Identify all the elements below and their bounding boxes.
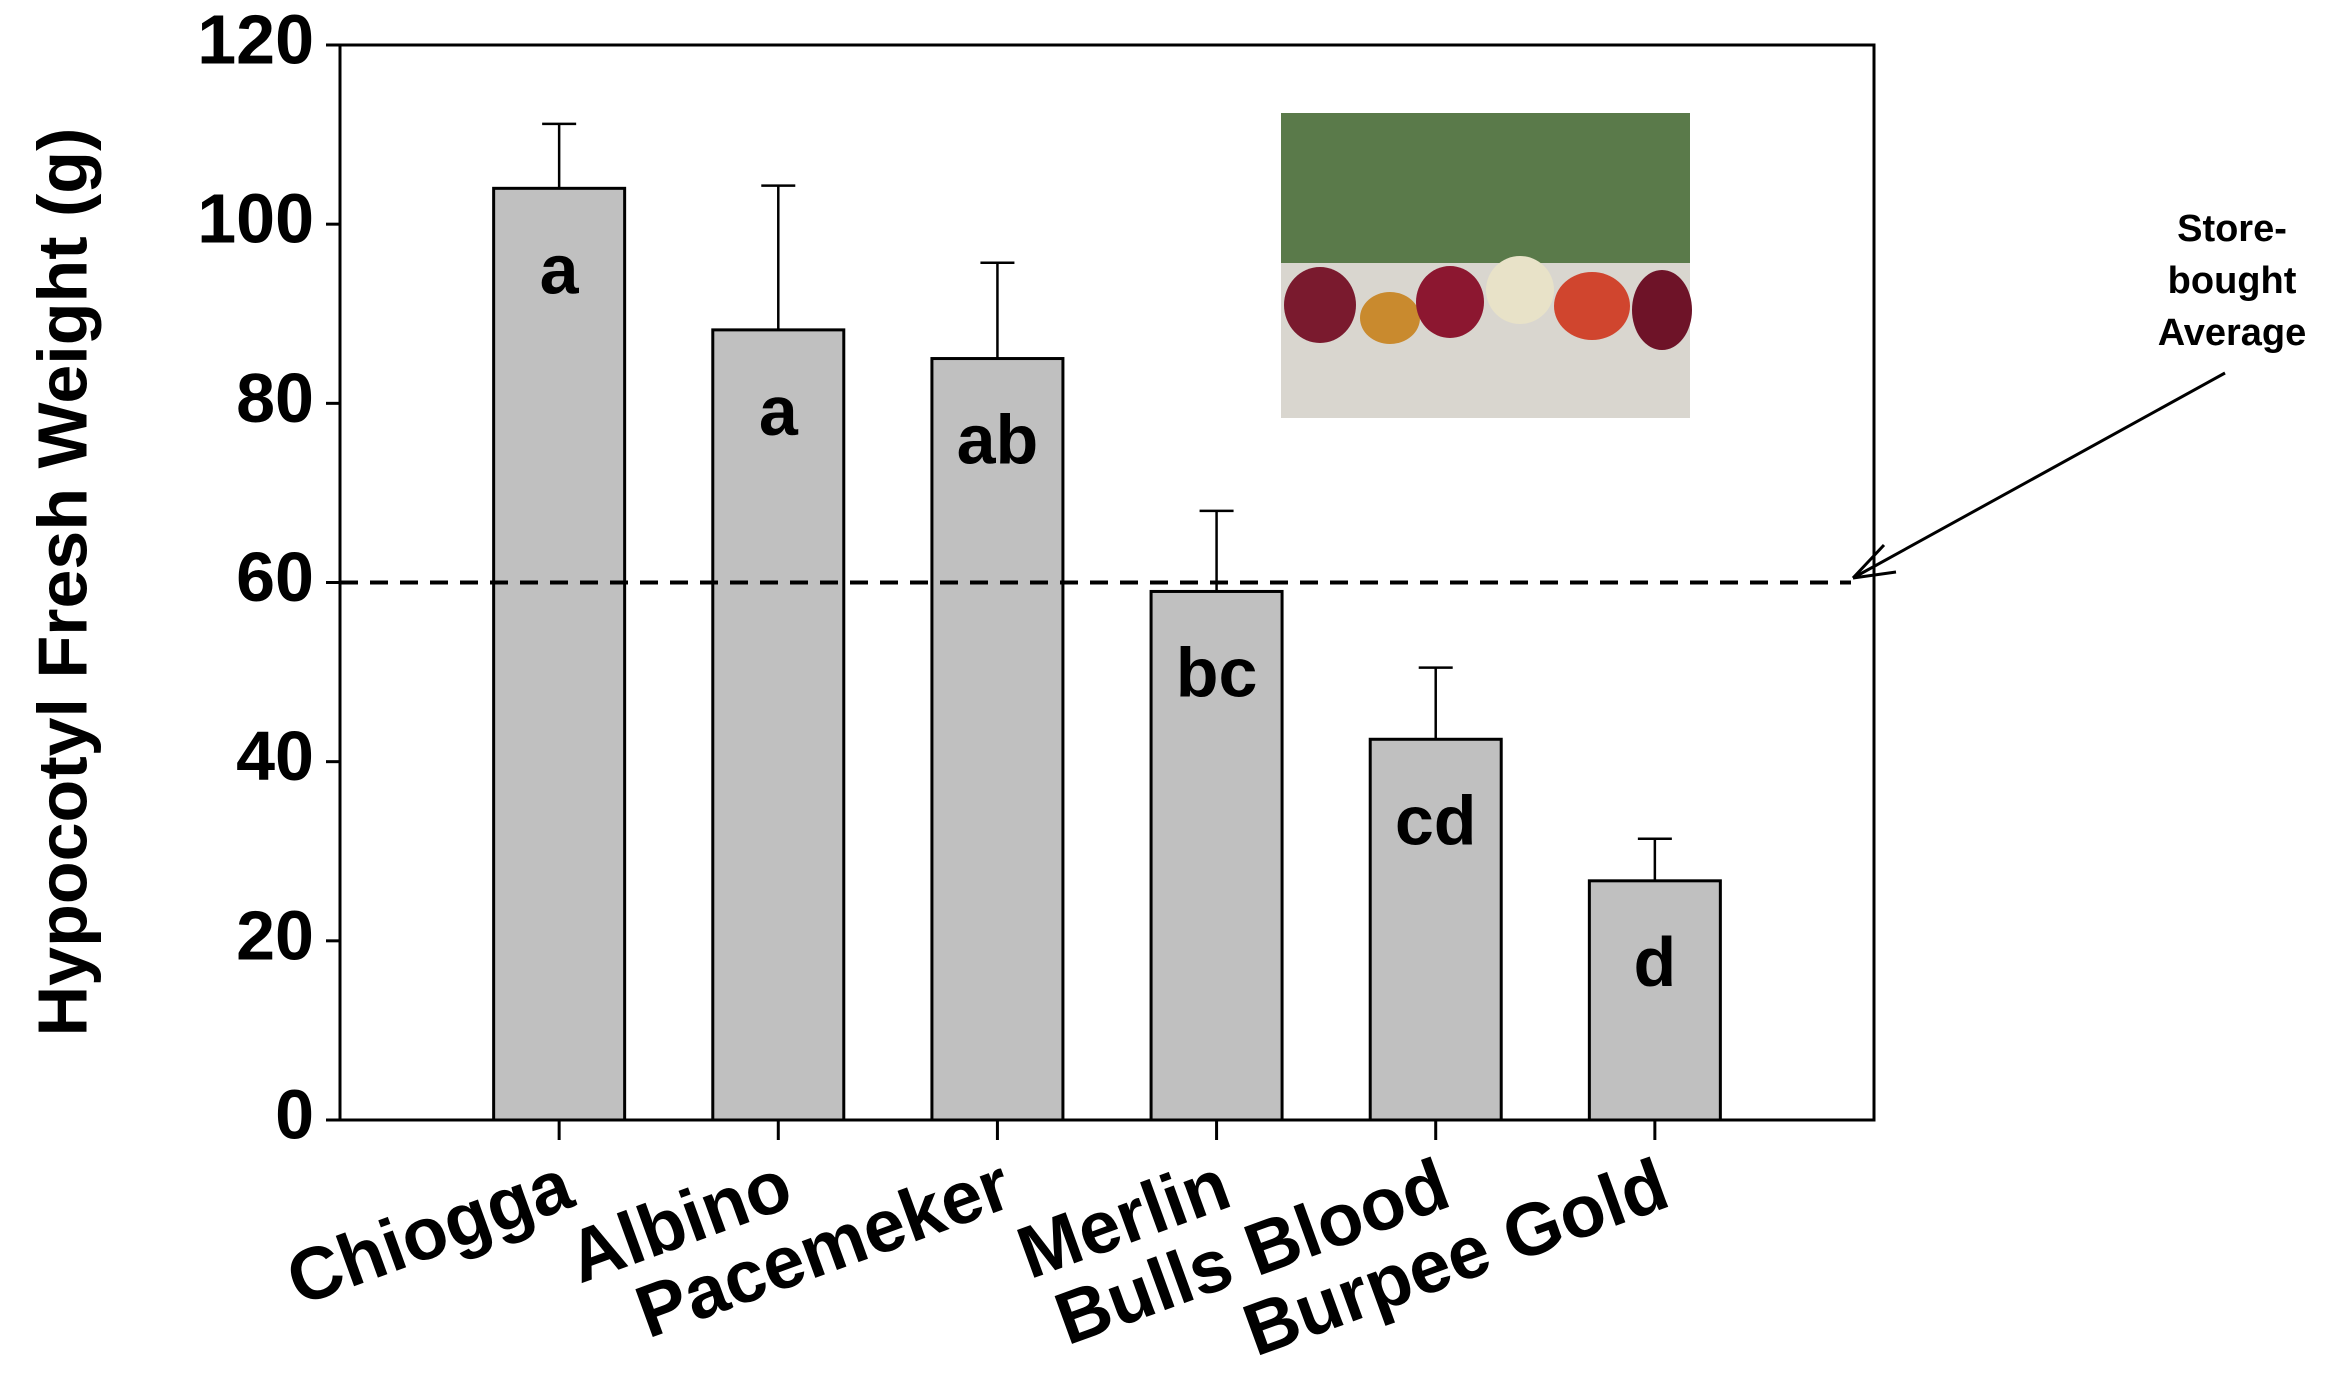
page: {"chart_data": {"type": "bar", "y_label"… bbox=[0, 0, 2329, 1382]
significance-letter: a bbox=[540, 230, 580, 308]
photo-beet bbox=[1632, 270, 1692, 350]
significance-letter: d bbox=[1633, 923, 1676, 1001]
bar bbox=[494, 188, 625, 1120]
chart: Hypocotyl Fresh Weight (g) 0 20 40 60 80 100 1… bbox=[0, 0, 2329, 1382]
photo-beet bbox=[1360, 292, 1420, 344]
y-tick-label: 80 bbox=[236, 359, 314, 437]
y-tick-label: 120 bbox=[197, 0, 314, 78]
significance-letter: a bbox=[759, 372, 799, 450]
photo-stems bbox=[1281, 113, 1690, 263]
photo-beet bbox=[1486, 256, 1554, 324]
reference-label: Average bbox=[2158, 312, 2307, 354]
significance-letter: ab bbox=[957, 401, 1039, 479]
reference-label: bought bbox=[2168, 260, 2297, 302]
reference-label: Store- bbox=[2177, 208, 2287, 250]
annotation-arrow bbox=[1853, 373, 2225, 578]
y-axis-title: Hypocotyl Fresh Weight (g) bbox=[23, 128, 101, 1037]
photo-beet bbox=[1416, 266, 1484, 338]
y-tick-label: 60 bbox=[236, 538, 314, 616]
y-tick-label: 20 bbox=[236, 896, 314, 974]
y-tick-label: 0 bbox=[275, 1075, 314, 1153]
photo-beet bbox=[1554, 272, 1630, 340]
x-tick-label: Chiogga bbox=[276, 1142, 583, 1322]
y-tick-label: 100 bbox=[197, 180, 314, 258]
significance-letter: cd bbox=[1395, 781, 1477, 859]
photo-beet bbox=[1284, 267, 1356, 343]
significance-letter: bc bbox=[1176, 633, 1258, 711]
y-tick-label: 40 bbox=[236, 717, 314, 795]
photo-inset bbox=[1281, 113, 1692, 418]
